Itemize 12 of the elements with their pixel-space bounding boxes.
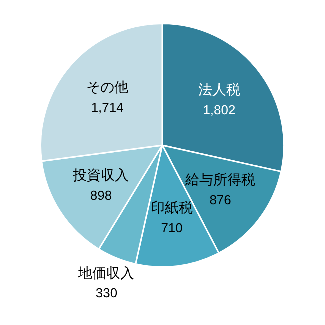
slice-label: 投資収入 (72, 168, 130, 184)
data-label: 1,714 (91, 100, 124, 115)
data-label: 710 (161, 220, 183, 236)
data-label: 876 (210, 192, 232, 208)
slice-label: その他 (86, 80, 129, 96)
slice-label: 法人税 (198, 82, 240, 98)
slice-label: 地価収入 (78, 266, 135, 282)
data-label: 330 (96, 286, 118, 301)
slice-label: 給与所得税 (184, 172, 256, 189)
slice-label: 印紙税 (151, 200, 194, 217)
data-label: 898 (90, 188, 112, 203)
data-label: 1,802 (203, 102, 236, 118)
